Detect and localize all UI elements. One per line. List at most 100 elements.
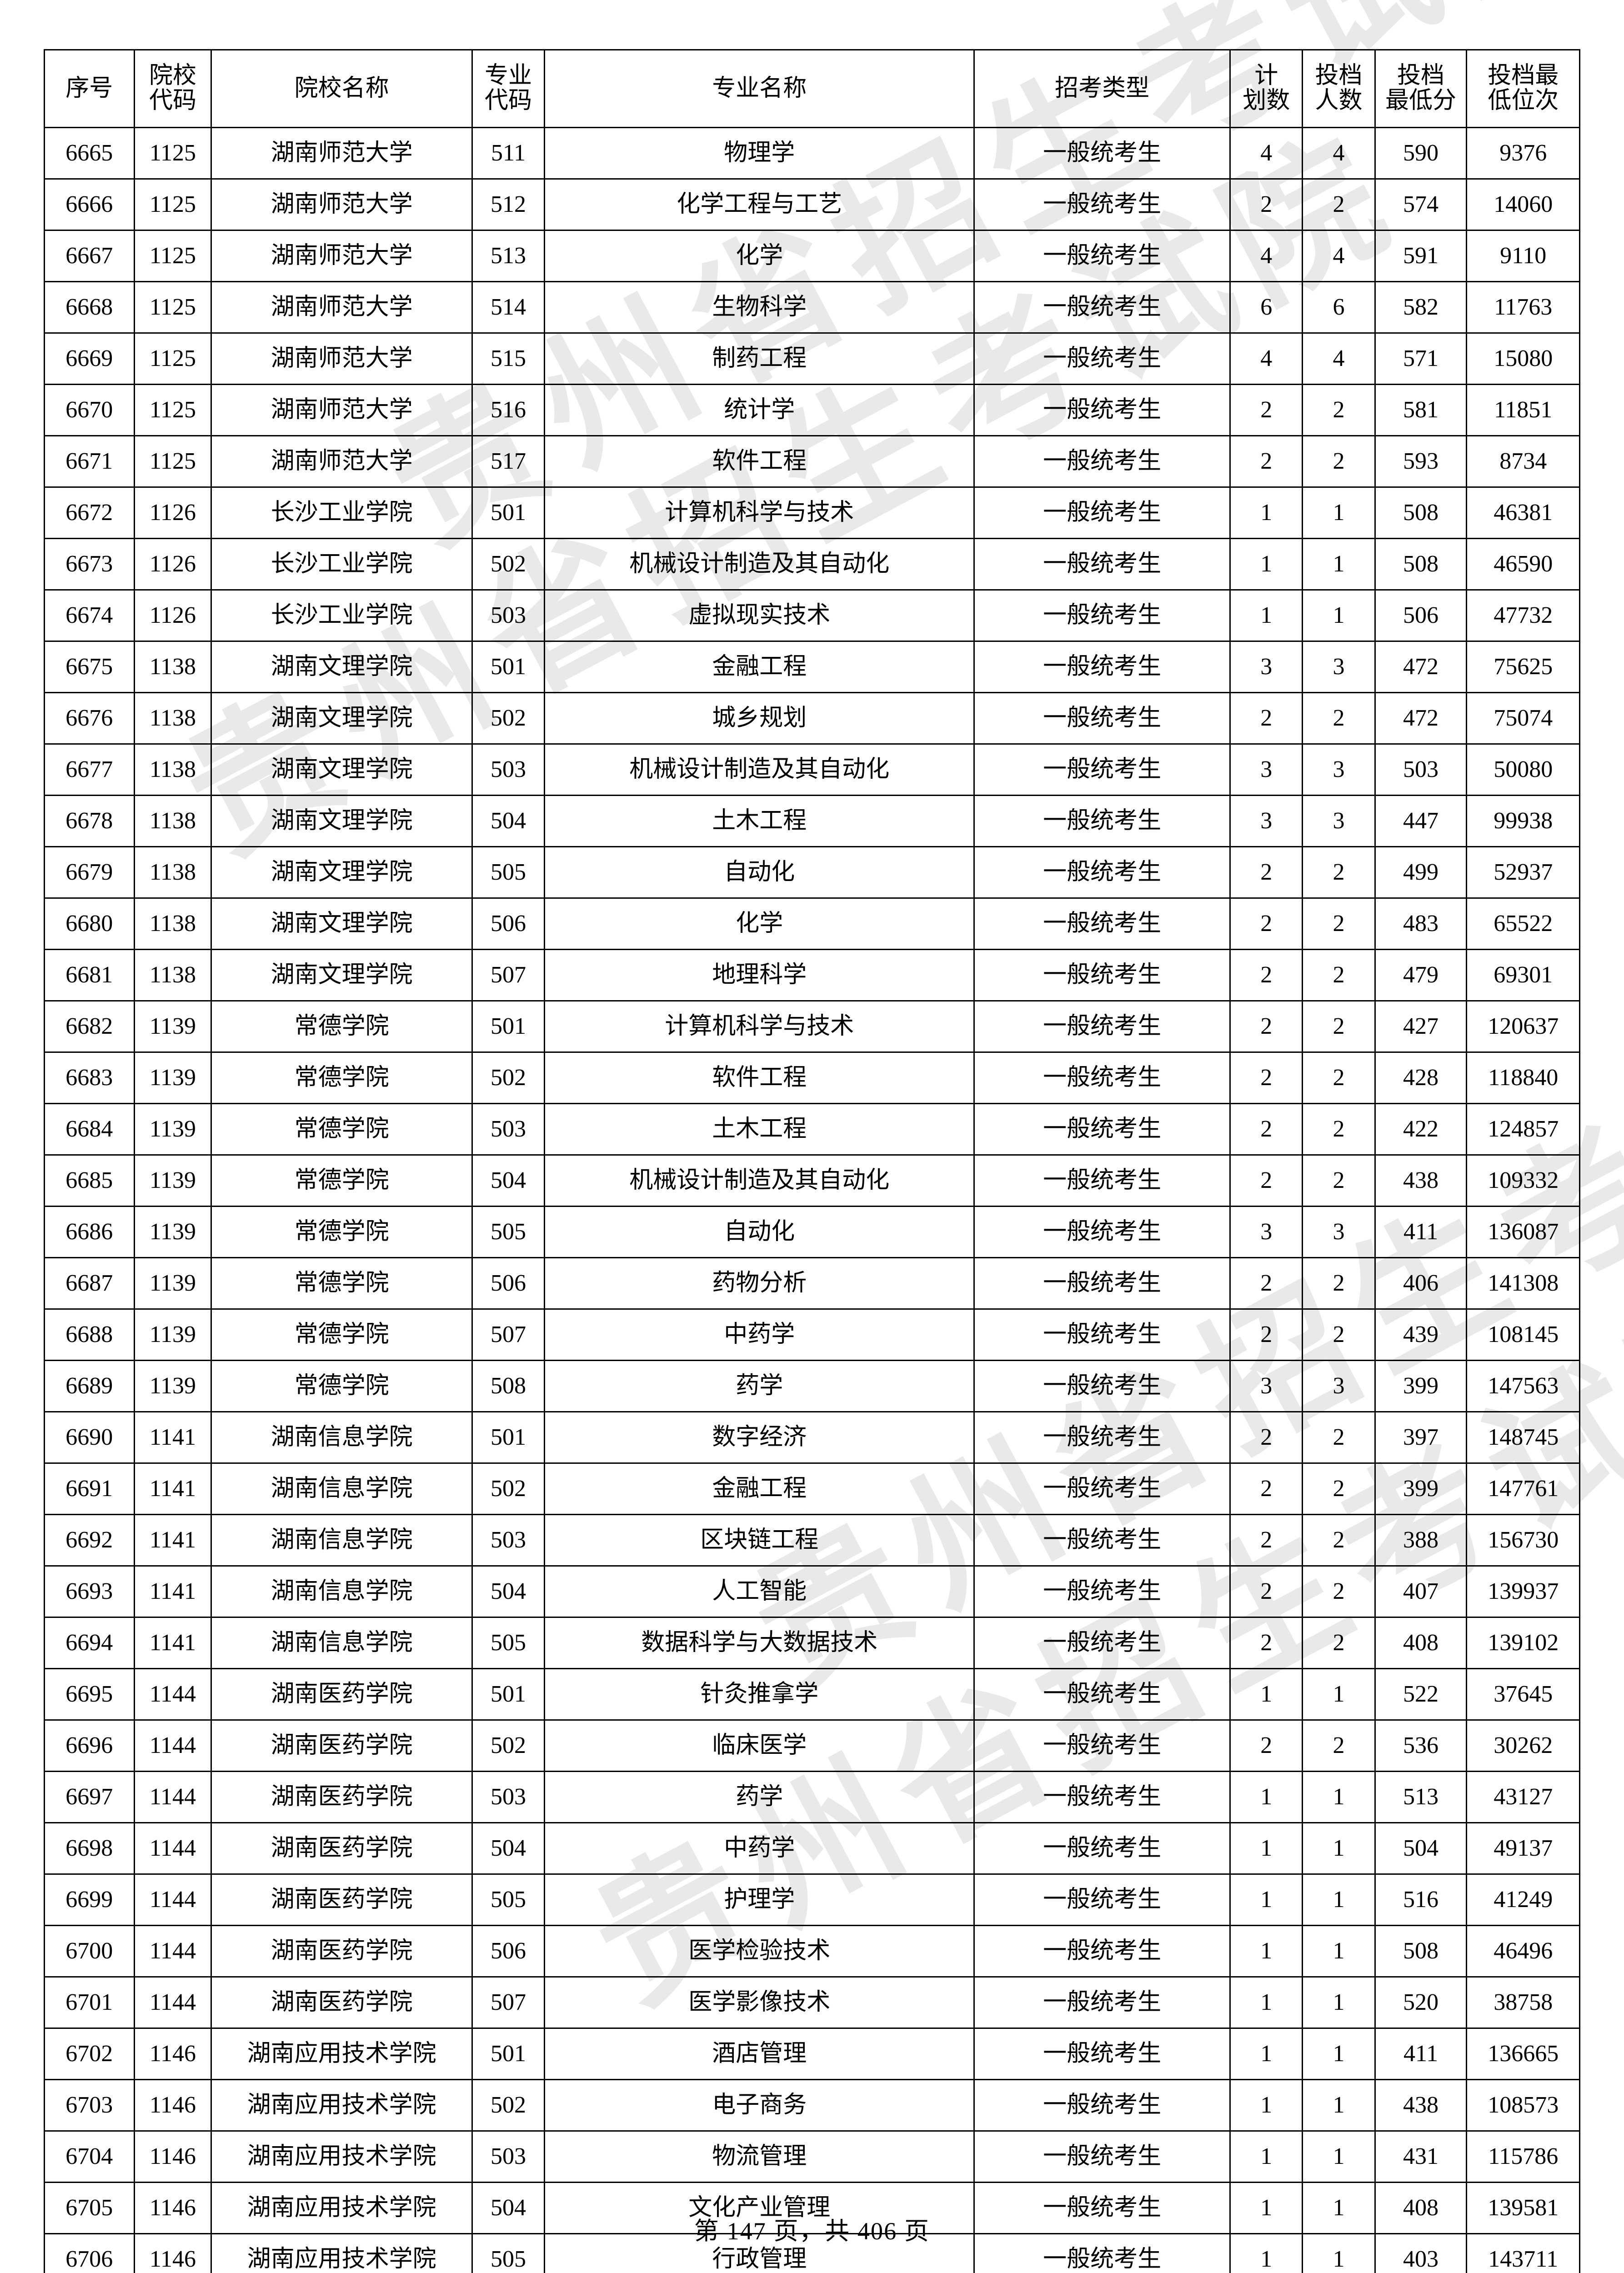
cell-plan: 3 xyxy=(1229,743,1303,796)
column-header-line: 专业名称 xyxy=(712,75,807,101)
cell-uname: 湖南医药学院 xyxy=(211,1925,473,1978)
cell-type: 一般统考生 xyxy=(973,332,1231,385)
cell-mname: 医学检验技术 xyxy=(544,1925,975,1978)
column-header-line: 低位次 xyxy=(1488,88,1559,114)
cell-plan: 1 xyxy=(1229,1873,1303,1926)
cell-ucode: 1141 xyxy=(133,1462,212,1515)
column-header-line: 投档 xyxy=(1315,63,1363,89)
cell-rank: 9110 xyxy=(1466,230,1580,282)
cell-rank: 141308 xyxy=(1466,1257,1580,1310)
cell-ucode: 1144 xyxy=(133,1976,212,2029)
cell-admit: 2 xyxy=(1302,1308,1376,1361)
cell-admit: 1 xyxy=(1302,2028,1376,2080)
cell-type: 一般统考生 xyxy=(973,1257,1231,1310)
cell-uname: 湖南信息学院 xyxy=(211,1411,473,1464)
cell-mcode: 501 xyxy=(471,2028,546,2080)
cell-ucode: 1146 xyxy=(133,2182,212,2234)
cell-score: 438 xyxy=(1374,1154,1468,1207)
table-row: 6669 1125 湖南师范大学 515 制药工程 一般统考生 4 4 571 15080 xyxy=(44,332,1580,385)
cell-mname: 酒店管理 xyxy=(544,2028,975,2080)
cell-mname: 数据科学与大数据技术 xyxy=(544,1617,975,1669)
cell-score: 472 xyxy=(1374,641,1468,693)
cell-ucode: 1138 xyxy=(133,949,212,1001)
cell-seq: 6695 xyxy=(44,1668,135,1721)
column-header-line: 院校 xyxy=(149,63,196,89)
cell-type: 一般统考生 xyxy=(973,1771,1231,1823)
cell-mname: 虚拟现实技术 xyxy=(544,589,975,642)
cell-seq: 6700 xyxy=(44,1925,135,1978)
cell-type: 一般统考生 xyxy=(973,538,1231,591)
cell-uname: 常德学院 xyxy=(211,1257,473,1310)
cell-mcode: 505 xyxy=(471,2233,546,2273)
cell-admit: 2 xyxy=(1302,1051,1376,1104)
admission-score-table: 序号 院校 代码 院校名称 专业 代码 专业名称 招考类型计划数 投档 人数 投档 最低分 投档最 低位次… xyxy=(44,49,1580,2273)
cell-seq: 6677 xyxy=(44,743,135,796)
cell-uname: 湖南师范大学 xyxy=(211,230,473,282)
cell-ucode: 1125 xyxy=(133,281,212,334)
cell-admit: 2 xyxy=(1302,1257,1376,1310)
cell-rank: 108145 xyxy=(1466,1308,1580,1361)
cell-admit: 2 xyxy=(1302,897,1376,950)
cell-seq: 6684 xyxy=(44,1103,135,1156)
cell-rank: 69301 xyxy=(1466,949,1580,1001)
cell-seq: 6686 xyxy=(44,1206,135,1258)
cell-score: 591 xyxy=(1374,230,1468,282)
cell-type: 一般统考生 xyxy=(973,589,1231,642)
cell-score: 438 xyxy=(1374,2079,1468,2132)
cell-seq: 6676 xyxy=(44,692,135,745)
cell-mcode: 501 xyxy=(471,486,546,539)
cell-mcode: 506 xyxy=(471,1925,546,1978)
cell-seq: 6704 xyxy=(44,2130,135,2183)
cell-ucode: 1144 xyxy=(133,1668,212,1721)
cell-rank: 118840 xyxy=(1466,1051,1580,1104)
cell-ucode: 1144 xyxy=(133,1771,212,1823)
cell-score: 406 xyxy=(1374,1257,1468,1310)
cell-ucode: 1125 xyxy=(133,332,212,385)
cell-uname: 湖南应用技术学院 xyxy=(211,2233,473,2273)
cell-seq: 6665 xyxy=(44,127,135,180)
column-header-line: 投档 xyxy=(1397,63,1445,89)
cell-rank: 75074 xyxy=(1466,692,1580,745)
cell-score: 522 xyxy=(1374,1668,1468,1721)
cell-seq: 6699 xyxy=(44,1873,135,1926)
cell-rank: 11851 xyxy=(1466,384,1580,436)
cell-score: 516 xyxy=(1374,1873,1468,1926)
table-row: 6706 1146 湖南应用技术学院 505 行政管理 一般统考生 1 1 403 143711 xyxy=(44,2233,1580,2273)
column-header-plan: 计划数 xyxy=(1229,49,1303,128)
cell-score: 408 xyxy=(1374,1617,1468,1669)
cell-admit: 2 xyxy=(1302,384,1376,436)
cell-plan: 2 xyxy=(1229,949,1303,1001)
table-row: 6700 1144 湖南医药学院 506 医学检验技术 一般统考生 1 1 508 46496 xyxy=(44,1925,1580,1978)
column-header-admit: 投档 人数 xyxy=(1302,49,1376,128)
cell-admit: 1 xyxy=(1302,538,1376,591)
cell-plan: 2 xyxy=(1229,1462,1303,1515)
cell-admit: 1 xyxy=(1302,1873,1376,1926)
table-row: 6705 1146 湖南应用技术学院 504 文化产业管理 一般统考生 1 1 408 13958… xyxy=(44,2182,1580,2234)
cell-type: 一般统考生 xyxy=(973,1103,1231,1156)
cell-admit: 1 xyxy=(1302,2079,1376,2132)
cell-mname: 地理科学 xyxy=(544,949,975,1001)
cell-type: 一般统考生 xyxy=(973,230,1231,282)
cell-admit: 3 xyxy=(1302,1206,1376,1258)
cell-rank: 75625 xyxy=(1466,641,1580,693)
cell-mname: 制药工程 xyxy=(544,332,975,385)
cell-plan: 1 xyxy=(1229,1668,1303,1721)
cell-rank: 148745 xyxy=(1466,1411,1580,1464)
cell-ucode: 1126 xyxy=(133,538,212,591)
cell-score: 574 xyxy=(1374,178,1468,231)
cell-type: 一般统考生 xyxy=(973,743,1231,796)
cell-ucode: 1139 xyxy=(133,1051,212,1104)
cell-mname: 金融工程 xyxy=(544,641,975,693)
cell-admit: 4 xyxy=(1302,332,1376,385)
cell-admit: 4 xyxy=(1302,230,1376,282)
table-row: 6679 1138 湖南文理学院 505 自动化 一般统考生 2 2 499 52937 xyxy=(44,846,1580,899)
cell-type: 一般统考生 xyxy=(973,1565,1231,1618)
cell-rank: 41249 xyxy=(1466,1873,1580,1926)
cell-admit: 2 xyxy=(1302,1565,1376,1618)
table-row: 6665 1125 湖南师范大学 511 物理学 一般统考生 4 4 590 9376 xyxy=(44,127,1580,180)
cell-score: 508 xyxy=(1374,538,1468,591)
cell-score: 508 xyxy=(1374,1925,1468,1978)
cell-rank: 50080 xyxy=(1466,743,1580,796)
cell-type: 一般统考生 xyxy=(973,1719,1231,1772)
